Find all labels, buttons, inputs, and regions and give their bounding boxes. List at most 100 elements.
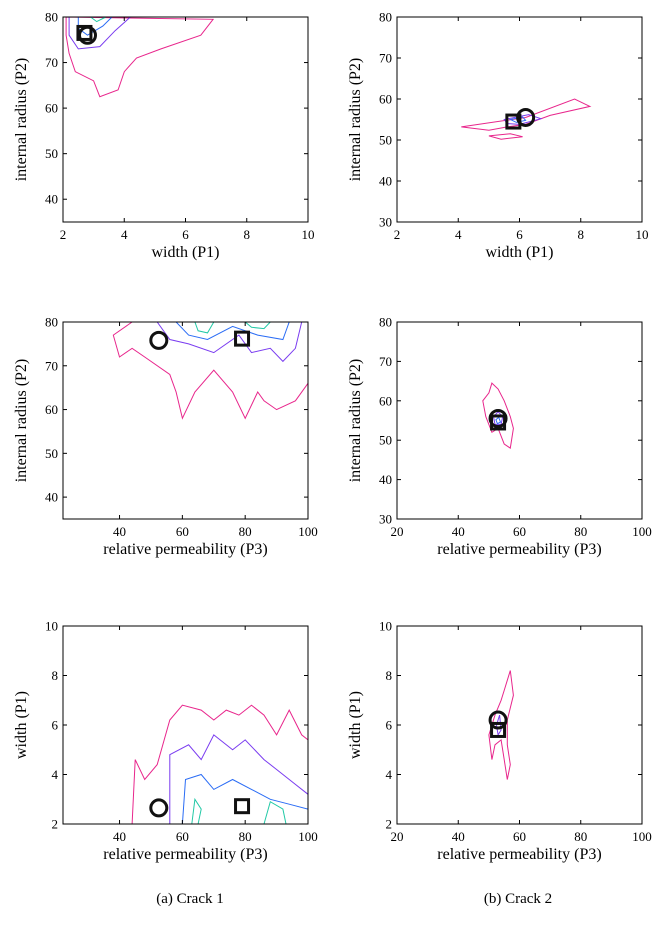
- y-tick-label: 70: [45, 55, 58, 70]
- panel-b2: 20 40 60 80 100 30 40 50 60 70 80 relative permeabi…: [347, 315, 652, 559]
- y-tick-label: 80: [379, 10, 392, 25]
- contour-core-a2-4: [243, 321, 272, 330]
- x-tick-label: 8: [578, 227, 585, 242]
- x-tick-label: 80: [574, 524, 587, 539]
- axes-box-a2: [62, 321, 309, 520]
- contour-outer-b1-0: [461, 98, 592, 131]
- x-tick-label: 40: [113, 829, 126, 844]
- y-tick-label: 4: [52, 767, 59, 782]
- y-tick-label: 8: [386, 668, 393, 683]
- axes-box-a1: [62, 16, 309, 223]
- x-tick-label: 80: [239, 524, 252, 539]
- x-tick-label: 10: [636, 227, 649, 242]
- x-tick-label: 60: [176, 829, 189, 844]
- contour-mid-a3-1: [169, 734, 309, 825]
- y-tick-label: 60: [379, 92, 392, 107]
- x-tick-label: 60: [513, 829, 526, 844]
- y-tick-label: 10: [379, 619, 392, 634]
- y-tick-label: 30: [379, 215, 392, 230]
- circle-marker: [78, 25, 97, 45]
- contour-outer-b2-0: [482, 382, 514, 449]
- y-tick-label: 50: [45, 446, 58, 461]
- x-tick-label: 2: [394, 227, 401, 242]
- axes-box-b2: [396, 321, 643, 520]
- contour-core-a3-3: [191, 797, 202, 825]
- y-tick-label: 60: [45, 402, 58, 417]
- y-tick-label: 40: [45, 192, 58, 207]
- y-tick-label: 70: [45, 358, 58, 373]
- contour-inner-b2-2: [495, 416, 502, 425]
- x-tick-label: 2: [60, 227, 67, 242]
- x-tick-label: 80: [239, 829, 252, 844]
- contour-core-a2-3: [194, 321, 215, 334]
- y-tick-label: 70: [379, 354, 392, 369]
- x-axis-label: width (P1): [152, 244, 220, 261]
- caption-crack-1: (a) Crack 1: [156, 891, 223, 907]
- y-tick-label: 40: [45, 490, 58, 505]
- x-axis-label: width (P1): [486, 244, 554, 261]
- contour-outer-a1-0: [65, 16, 215, 98]
- contour-inner-a2-2: [174, 321, 290, 341]
- y-axis-label: internal radius (P2): [13, 58, 30, 182]
- y-tick-label: 2: [386, 817, 393, 832]
- y-tick-label: 50: [45, 146, 58, 161]
- panel-a2: 40 60 80 100 40 50 60 70 80 relative permeability…: [13, 315, 318, 559]
- x-tick-label: 20: [391, 524, 404, 539]
- contour-mid-a2-1: [156, 321, 303, 363]
- axes-box-b3: [396, 625, 643, 825]
- x-axis-label: relative permeability (P3): [437, 846, 601, 863]
- y-tick-label: 80: [45, 10, 58, 25]
- y-tick-label: 30: [379, 512, 392, 527]
- y-tick-label: 8: [52, 668, 59, 683]
- y-tick-label: 80: [379, 315, 392, 330]
- x-tick-label: 100: [632, 829, 652, 844]
- y-tick-label: 2: [52, 817, 59, 832]
- circle-marker: [149, 330, 169, 350]
- x-tick-label: 10: [302, 227, 315, 242]
- contour-outer-a3-0: [131, 704, 309, 825]
- circle-marker: [488, 710, 508, 730]
- axes-box-a3: [62, 625, 309, 825]
- x-tick-label: 4: [455, 227, 462, 242]
- y-tick-label: 10: [45, 619, 58, 634]
- contour-outer-a2-0: [112, 321, 309, 420]
- y-axis-label: internal radius (P2): [13, 359, 30, 483]
- x-tick-label: 4: [121, 227, 128, 242]
- x-tick-label: 100: [298, 829, 318, 844]
- circle-marker: [516, 107, 536, 127]
- y-tick-label: 60: [45, 101, 58, 116]
- caption-crack-2: (b) Crack 2: [484, 891, 552, 907]
- circle-marker: [488, 409, 508, 429]
- contour-outer-b3-0: [488, 670, 514, 780]
- square-marker: [234, 798, 251, 815]
- y-tick-label: 70: [379, 51, 392, 66]
- contour-mid-b3-1: [495, 714, 502, 737]
- y-tick-label: 50: [379, 133, 392, 148]
- y-axis-label: width (P1): [13, 691, 30, 759]
- y-tick-label: 40: [379, 174, 392, 189]
- x-axis-label: relative permeability (P3): [103, 541, 267, 558]
- y-axis-label: internal radius (P2): [347, 359, 364, 483]
- square-marker: [234, 330, 251, 347]
- x-tick-label: 100: [298, 524, 318, 539]
- x-axis-label: relative permeability (P3): [437, 541, 601, 558]
- x-tick-label: 6: [516, 227, 523, 242]
- y-tick-label: 50: [379, 433, 392, 448]
- y-tick-label: 60: [379, 393, 392, 408]
- square-marker: [490, 721, 507, 738]
- panel-b3: 20 40 60 80 100 2 4 6 8 10 relative permeability (…: [347, 619, 652, 864]
- x-tick-label: 20: [391, 829, 404, 844]
- x-tick-label: 80: [574, 829, 587, 844]
- y-tick-label: 4: [386, 767, 393, 782]
- x-tick-label: 40: [452, 829, 465, 844]
- y-tick-label: 6: [386, 718, 393, 733]
- x-tick-label: 8: [244, 227, 251, 242]
- contour-core-a3-4: [263, 800, 287, 825]
- y-tick-label: 40: [379, 472, 392, 487]
- y-axis-label: width (P1): [347, 691, 364, 759]
- x-tick-label: 40: [113, 524, 126, 539]
- contour-outer-b1-1: [488, 133, 523, 140]
- panel-b1: 2 4 6 8 10 30 40 50 60 70 80 width (P1) internal rad…: [347, 10, 649, 262]
- contour-mid-b2-1: [492, 411, 504, 425]
